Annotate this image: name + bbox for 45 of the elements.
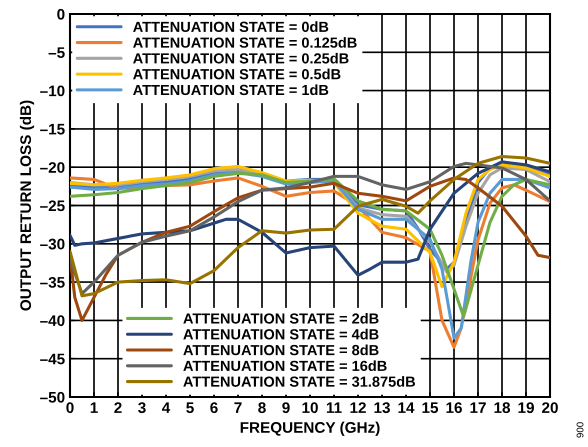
x-tick-label: 15 (422, 402, 438, 414)
y-tick-label: –45 (40, 354, 65, 364)
y-tick-label: –5 (48, 47, 65, 58)
legend-label: ATTENUATION STATE = 0.125dB (133, 37, 357, 48)
x-tick-label: 13 (374, 402, 390, 414)
y-tick-label: –15 (40, 124, 65, 135)
legend-label: ATTENUATION STATE = 4dB (183, 328, 379, 340)
text: 006 (576, 422, 584, 438)
x-tick-label: 3 (138, 402, 146, 414)
y-tick-label: –10 (40, 85, 65, 96)
x-tick-label: 10 (302, 402, 318, 414)
legend-label: ATTENUATION STATE = 8dB (183, 344, 379, 356)
legend-label: ATTENUATION STATE = 2dB (183, 312, 379, 324)
x-tick-label: 8 (258, 402, 266, 414)
x-tick-label: 7 (234, 402, 242, 413)
x-tick-label: 19 (518, 402, 534, 414)
x-tick-label: 17 (470, 402, 486, 413)
legend-label: ATTENUATION STATE = 0.25dB (133, 52, 349, 64)
x-tick-label: 1 (90, 402, 98, 413)
y-tick-label: –30 (40, 238, 65, 250)
y-tick-label: –50 (40, 392, 65, 403)
legend-label: ATTENUATION STATE = 31.875dB (183, 376, 416, 387)
x-axis-title: FREQUENCY (GHz) (240, 422, 380, 436)
x-tick-label: 12 (350, 402, 366, 413)
x-tick-label: 2 (114, 402, 122, 413)
y-axis-title: OUTPUT RETURN LOSS (dB) (20, 100, 34, 311)
x-tick-label: 18 (494, 402, 510, 414)
x-tick-label: 6 (210, 402, 218, 414)
x-tick-label: 9 (282, 402, 290, 414)
legend-label: ATTENUATION STATE = 0.5dB (133, 68, 340, 80)
x-tick-label: 0 (66, 402, 74, 414)
x-tick-label: 14 (398, 402, 414, 413)
y-tick-label: 0 (57, 8, 65, 20)
legend-label: ATTENUATION STATE = 0dB (133, 21, 328, 32)
x-tick-label: 5 (186, 402, 194, 414)
x-tick-label: 4 (162, 402, 170, 413)
x-tick-label: 20 (542, 402, 558, 414)
x-tick-label: 11 (326, 402, 342, 413)
x-tick-label: 16 (446, 402, 462, 414)
y-tick-label: –25 (40, 200, 65, 212)
y-tick-label: –40 (40, 315, 65, 326)
y-tick-label: –35 (40, 276, 65, 288)
legend-label: ATTENUATION STATE = 16dB (183, 360, 387, 372)
y-tick-label: –20 (40, 162, 65, 173)
legend-label: ATTENUATION STATE = 1dB (133, 84, 328, 96)
